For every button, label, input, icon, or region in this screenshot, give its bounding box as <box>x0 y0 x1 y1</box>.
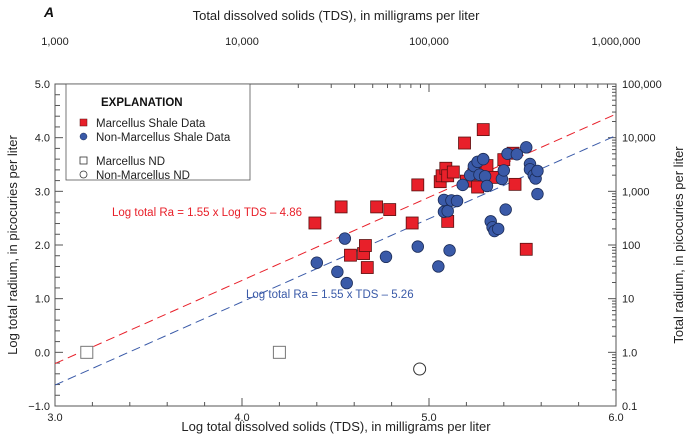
legend-marker-icon <box>79 132 88 141</box>
left-axis-title: Log total radium, in picocuries per lite… <box>5 135 20 355</box>
data-point <box>310 256 324 269</box>
data-point <box>360 261 374 274</box>
data-point <box>308 216 322 230</box>
data-point <box>456 178 469 192</box>
right-tick-label: 100 <box>622 240 640 252</box>
non-marcellus-equation-label: Log total Ra = 1.55 x TDS – 5.26 <box>246 289 414 301</box>
x-tick-label: 5.0 <box>421 412 436 424</box>
legend-box <box>65 83 251 181</box>
data-point <box>272 345 286 359</box>
data-point <box>411 240 424 253</box>
data-point <box>508 177 522 191</box>
legend-entry: Non-Marcellus ND <box>79 170 190 182</box>
legend-entry: Marcellus ND <box>79 156 165 168</box>
data-point <box>480 179 494 193</box>
y-tick-label: 0.0 <box>35 347 50 359</box>
right-tick-label: 1,000 <box>622 186 650 198</box>
top-tick-label: 1,000,000 <box>592 36 641 48</box>
data-point <box>458 136 471 150</box>
right-tick-label: 0.1 <box>622 401 637 413</box>
legend-label: Non-Marcellus Shale Data <box>96 132 231 144</box>
points-layer <box>80 123 544 376</box>
data-point <box>338 232 352 245</box>
y-tick-label: 2.0 <box>35 240 50 252</box>
data-point <box>510 148 524 161</box>
data-point <box>531 187 544 201</box>
right-tick-label: 1.0 <box>622 347 637 359</box>
x-tick-label: 6.0 <box>608 412 623 424</box>
data-point <box>383 203 397 216</box>
data-point <box>411 178 425 192</box>
legend-label: Marcellus ND <box>96 156 165 168</box>
data-point <box>476 123 490 137</box>
marcellus-equation-label: Log total Ra = 1.55 x Log TDS – 4.86 <box>112 207 302 219</box>
data-point <box>499 203 512 216</box>
x-tick-label: 3.0 <box>47 412 62 424</box>
data-point <box>446 165 460 179</box>
data-point <box>405 216 419 230</box>
data-point <box>497 164 511 177</box>
data-point <box>491 222 505 236</box>
legend: EXPLANATION Marcellus Shale Data Non-Marc… <box>65 83 251 182</box>
data-point <box>477 152 490 166</box>
y-tick-label: 4.0 <box>35 133 50 145</box>
data-point <box>334 200 348 214</box>
data-point <box>531 164 544 178</box>
x-tick-label: 4.0 <box>234 412 249 424</box>
data-point <box>519 242 533 256</box>
right-tick-label: 100,000 <box>622 79 662 91</box>
data-point <box>80 345 94 359</box>
legend-marker-icon <box>79 170 88 179</box>
data-point <box>370 200 384 214</box>
data-point <box>413 362 427 376</box>
y-tick-label: −1.0 <box>28 401 50 413</box>
right-tick-label: 10 <box>622 294 634 306</box>
data-point <box>379 250 393 264</box>
top-tick-label: 1,000 <box>41 36 69 48</box>
y-tick-label: 1.0 <box>35 294 50 306</box>
data-point <box>432 260 445 273</box>
legend-label: Marcellus Shale Data <box>96 118 206 130</box>
data-point <box>340 276 353 290</box>
legend-entry: Marcellus Shale Data <box>79 118 206 130</box>
panel-label: A <box>43 4 54 20</box>
data-point <box>344 248 357 262</box>
data-point <box>331 265 344 279</box>
bottom-axis-title: Log total dissolved solids (TDS), in mil… <box>181 419 491 434</box>
top-tick-label: 10,000 <box>225 36 259 48</box>
legend-label: Non-Marcellus ND <box>96 170 190 182</box>
data-point <box>520 141 533 154</box>
data-point <box>443 244 456 257</box>
data-point <box>359 239 372 252</box>
regression-line-non-marcellus <box>54 135 617 386</box>
y-tick-label: 5.0 <box>35 79 50 91</box>
data-point <box>450 194 464 208</box>
top-axis-title: Total dissolved solids (TDS), in milligr… <box>193 8 480 23</box>
y-tick-label: 3.0 <box>35 186 50 198</box>
legend-title: EXPLANATION <box>101 97 183 109</box>
legend-marker-icon <box>79 156 88 165</box>
top-tick-label: 100,000 <box>409 36 449 48</box>
right-axis-title: Total radium, in picocuries per liter <box>671 146 686 344</box>
axes-layer: 3.0 4.0 5.0 6.0 −1.0 0.0 1.0 2.0 3.0 4.0 5.0 1,000 1… <box>28 36 661 424</box>
right-tick-label: 10,000 <box>622 133 656 145</box>
legend-marker-icon <box>79 118 88 127</box>
data-point <box>441 204 454 218</box>
legend-entry: Non-Marcellus Shale Data <box>79 132 231 144</box>
